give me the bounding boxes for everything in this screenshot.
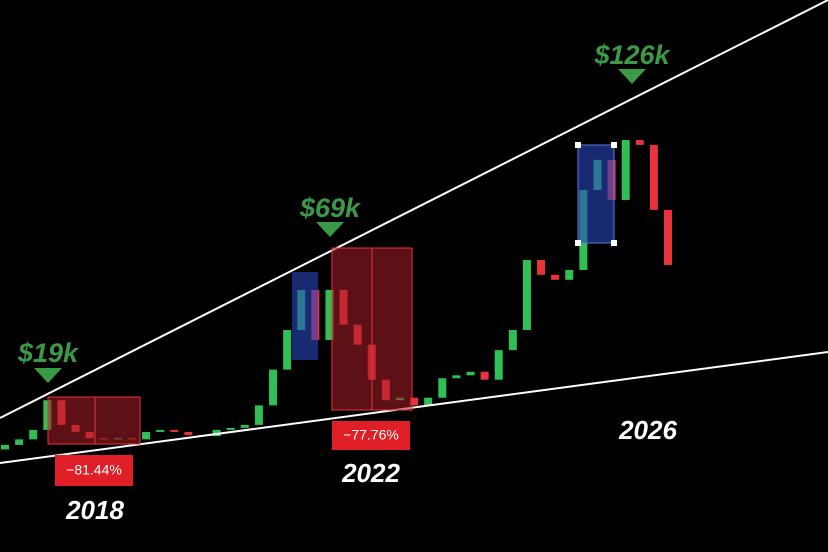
handle [575, 240, 581, 246]
candle-body [621, 140, 630, 200]
candle-body [537, 260, 546, 275]
candle-body [522, 260, 531, 331]
box [577, 144, 615, 244]
candle-body [1, 444, 9, 450]
drawdown-badge [55, 455, 133, 486]
range-box [575, 142, 617, 246]
peak-label: $19k [17, 338, 80, 368]
peak-marker [316, 222, 344, 237]
candle-body [508, 330, 517, 351]
candle-body [551, 274, 560, 280]
candle-body [649, 144, 658, 210]
drawdown-box [331, 247, 413, 411]
candle-body [283, 330, 292, 370]
range-box [292, 272, 318, 360]
candle-body [226, 427, 235, 430]
candle-body [635, 140, 644, 145]
drawdown-badge [332, 421, 410, 450]
candle-body [142, 431, 151, 440]
candle-body [410, 397, 419, 406]
candle-body [664, 209, 672, 265]
candle-body [15, 439, 24, 445]
year-label: 2022 [341, 458, 400, 488]
candle-body [29, 429, 38, 440]
peak-marker [618, 69, 646, 84]
candle-body [170, 429, 179, 432]
drawdown-label: −81.44% [66, 462, 122, 478]
drawdown-label: −77.76% [343, 427, 399, 443]
year-label: 2018 [65, 495, 124, 525]
box [47, 396, 141, 445]
candle-body [424, 397, 433, 406]
candle-body [269, 369, 278, 406]
year-label: 2026 [618, 415, 677, 445]
candle-body [452, 375, 461, 379]
drawdown-box [47, 396, 141, 445]
peak-label: $126k [593, 40, 671, 70]
candle-body [43, 400, 52, 430]
candle-body [325, 289, 334, 341]
candle-body [438, 378, 447, 398]
handle [611, 240, 617, 246]
peak-marker [34, 368, 62, 383]
handle [611, 142, 617, 148]
candle-body [466, 371, 475, 376]
peak-label: $69k [299, 193, 362, 223]
candle-body [565, 269, 574, 280]
upper-trendline [0, 0, 828, 419]
candle-body [254, 405, 263, 425]
candle-body [240, 424, 249, 428]
handle [575, 142, 581, 148]
candle-body [480, 371, 489, 380]
candle-body [184, 431, 193, 436]
candle-body [494, 350, 503, 380]
candle-body [156, 429, 165, 432]
